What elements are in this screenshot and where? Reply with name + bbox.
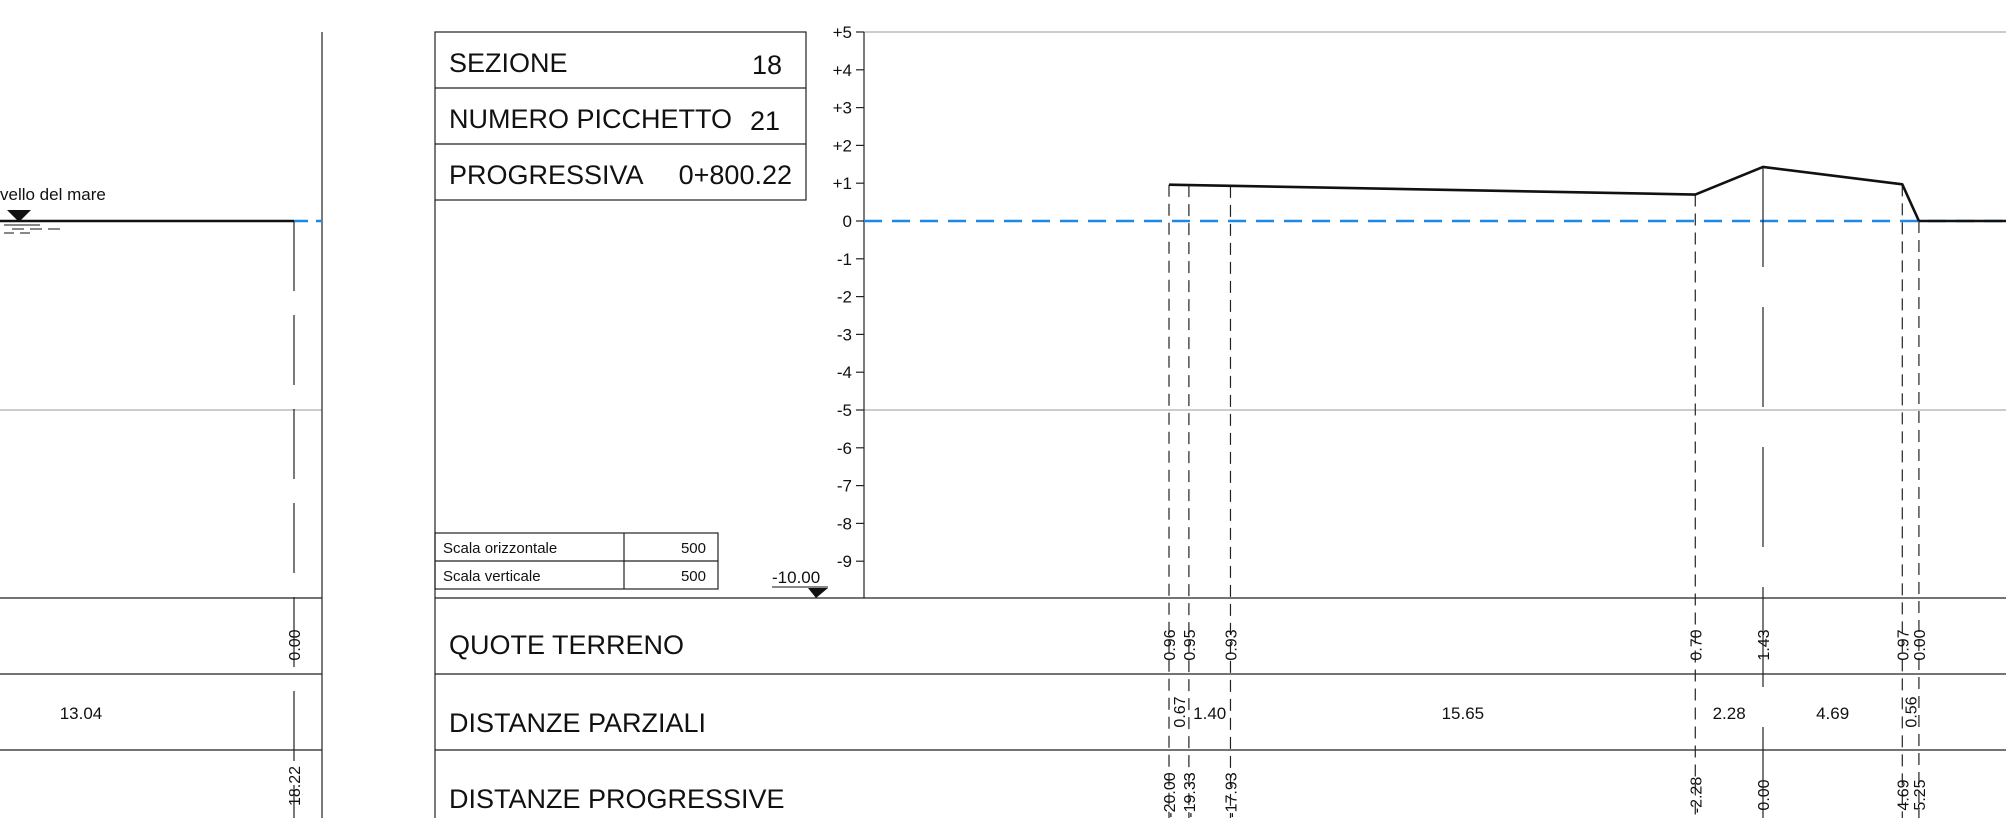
scala-verticale-value: 500 (681, 568, 706, 585)
distanze-parziali-value: 0.56 (1904, 696, 1921, 727)
terrain-profile (1168, 165, 2006, 223)
left-terrain-value: 0.00 (287, 629, 304, 660)
terrain-profile-line (1168, 165, 1921, 222)
distanze-progressive-value: -17.93 (1223, 772, 1240, 817)
distanze-progressive-label: DISTANZE PROGRESSIVE (449, 784, 785, 814)
left-partial-distance: 13.04 (60, 704, 103, 723)
distanze-progressive-value: 5.25 (1912, 779, 1929, 810)
datum-label: -10.00 (772, 568, 820, 587)
distanze-parziali-value: 1.40 (1193, 704, 1226, 723)
distanze-parziali-value: 15.65 (1442, 704, 1485, 723)
left-progressive-value: 18.22 (287, 766, 304, 806)
quote-terreno-value: 0.97 (1895, 629, 1912, 660)
y-axis-ticks: +5 +4 +3 +2 +1 0 -1 -2 -3 -4 -5 -6 -7 -8 -9 (833, 23, 864, 571)
y-tick-label: -4 (837, 363, 852, 382)
y-tick-label: +4 (833, 61, 852, 80)
y-tick-label: -2 (837, 288, 852, 307)
quote-terreno-value: 0.93 (1223, 629, 1240, 660)
y-tick-label: +5 (833, 23, 852, 42)
distanze-progressive-value: -2.28 (1688, 777, 1705, 814)
sea-level-label: vello del mare (0, 185, 106, 204)
distanze-parziali-value: 4.69 (1816, 704, 1849, 723)
station-lines (1168, 166, 1920, 818)
datum-marker: -10.00 (772, 568, 828, 598)
distanze-parziali-value: 0.67 (1172, 696, 1189, 727)
data-bands: QUOTE TERRENO DISTANZE PARZIALI DISTANZE… (435, 597, 2006, 814)
scala-orizzontale-label: Scala orizzontale (443, 540, 557, 557)
scale-box: Scala orizzontale 500 Scala verticale 50… (434, 532, 719, 590)
left-section: vello del mare 0.00 13.04 18.22 (0, 32, 323, 818)
progressiva-value: 0+800.22 (679, 160, 792, 190)
band-values: 0.96 0.95 0.93 0.70 1.43 0.97 0.00-20.00 -19.33… (1162, 629, 1929, 817)
y-tick-label: 0 (843, 212, 852, 231)
quote-terreno-value: 0.96 (1162, 629, 1179, 660)
y-tick-label: -8 (837, 514, 852, 533)
quote-terreno-value: 0.00 (1912, 629, 1929, 660)
quote-terreno-label: QUOTE TERRENO (449, 630, 684, 660)
datum-triangle-icon (808, 588, 828, 598)
plot-frame (863, 31, 2006, 598)
distanze-progressive-value: -20.00 (1162, 772, 1179, 817)
scala-verticale-label: Scala verticale (443, 568, 541, 585)
y-tick-label: -5 (837, 401, 852, 420)
distanze-parziali-label: DISTANZE PARZIALI (449, 708, 706, 738)
info-box-frame (434, 31, 807, 201)
scala-orizzontale-value: 500 (681, 540, 706, 557)
progressiva-label: PROGRESSIVA (449, 160, 644, 190)
distanze-progressive-value: -19.33 (1182, 772, 1199, 817)
y-tick-label: +3 (833, 99, 852, 118)
numero-picchetto-value: 21 (750, 106, 780, 136)
y-tick-label: -1 (837, 250, 852, 269)
numero-picchetto-label: NUMERO PICCHETTO (449, 104, 732, 134)
y-tick-label: -9 (837, 552, 852, 571)
sea-level-symbol-icon (7, 210, 31, 222)
distanze-progressive-value: 4.69 (1895, 779, 1912, 810)
y-tick-label: -3 (837, 325, 852, 344)
y-tick-label: +2 (833, 136, 852, 155)
sezione-value: 18 (752, 50, 782, 80)
quote-terreno-value: 0.95 (1182, 629, 1199, 660)
distanze-parziali-value: 2.28 (1713, 704, 1746, 723)
distanze-progressive-value: 0.00 (1756, 779, 1773, 810)
quote-terreno-value: 1.43 (1756, 629, 1773, 660)
y-tick-label: +1 (833, 174, 852, 193)
y-tick-label: -7 (837, 477, 852, 496)
section-info-box: SEZIONE 18 NUMERO PICCHETTO 21 PROGRESSI… (434, 31, 807, 818)
sezione-label: SEZIONE (449, 48, 568, 78)
quote-terreno-value: 0.70 (1688, 629, 1705, 660)
y-tick-label: -6 (837, 439, 852, 458)
